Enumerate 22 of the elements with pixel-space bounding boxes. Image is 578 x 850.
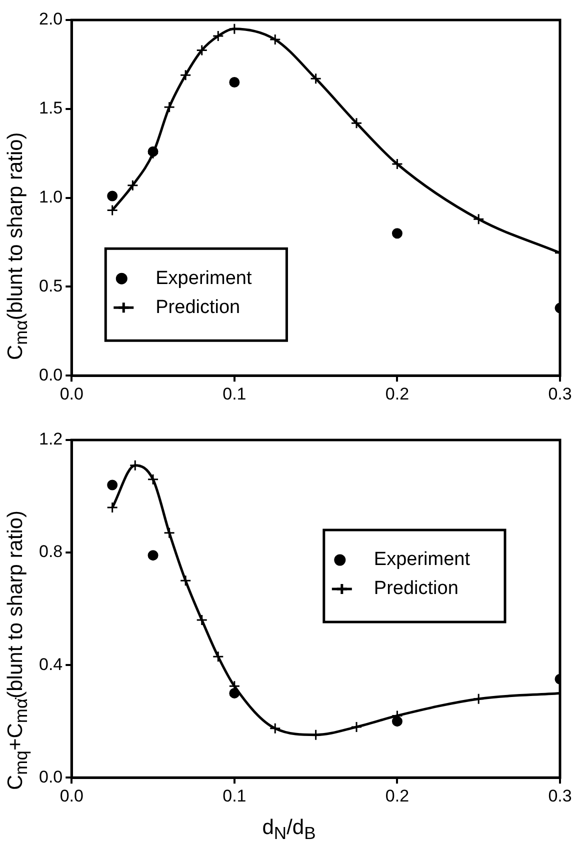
x-tick-label: 0.1 [222,384,246,404]
x-tick-label: 0.0 [60,384,84,404]
legend-label: Prediction [156,296,240,318]
x-tick-label: 0.1 [222,786,246,806]
x-tick-label: 0.0 [60,786,84,806]
y-tick-label: 0.0 [38,767,63,786]
x-tick-label: 0.3 [548,786,572,806]
legend-label: Experiment [374,549,471,570]
x-tick-label: 0.3 [548,384,572,404]
x-tick-label: 0.2 [385,384,410,404]
y-tick-label: 2.0 [38,10,63,29]
y-tick-label: 0.0 [38,365,63,384]
x-tick-label: 0.2 [385,786,410,806]
y-tick-label: 0.8 [38,542,63,562]
y-tick-label: 1.2 [38,430,63,449]
y-tick-label: 0.5 [38,276,63,296]
y-tick-label: 0.4 [38,654,63,674]
legend-label: Prediction [374,578,458,600]
legend-label: Experiment [156,268,252,289]
x-axis-title: d$_{N}$/d$_{B}$ [261,816,317,844]
y-tick-label: 1.0 [38,187,63,206]
y-tick-label: 1.5 [38,98,63,118]
